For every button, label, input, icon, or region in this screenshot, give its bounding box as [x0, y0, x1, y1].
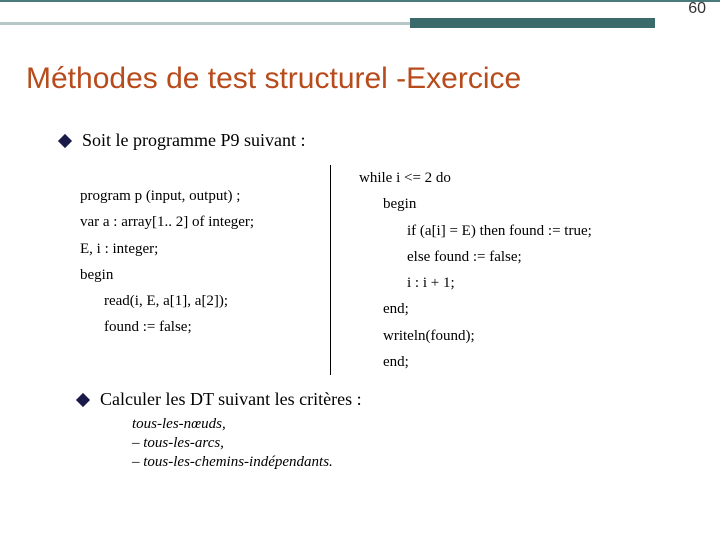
header-dark-stripe [410, 18, 655, 28]
code-line: program p (input, output) ; [80, 183, 312, 209]
diamond-bullet-icon [76, 393, 90, 407]
header-light-stripe [0, 22, 410, 25]
sub-item: tous-les-nœuds, [132, 416, 700, 433]
code-line: writeln(found); [359, 323, 671, 349]
code-right-column: while i <= 2 do begin if (a[i] = E) then… [331, 165, 671, 375]
code-line: if (a[i] = E) then found := true; [359, 218, 671, 244]
code-line: end; [359, 296, 671, 322]
code-columns: program p (input, output) ; var a : arra… [80, 165, 700, 375]
slide-content: Soit le programme P9 suivant : program p… [60, 130, 700, 473]
header-thin-line [0, 0, 720, 2]
code-line: while i <= 2 do [359, 165, 671, 191]
sub-item: tous-les-arcs, [132, 435, 700, 452]
code-line: else found := false; [359, 244, 671, 270]
slide-title: Méthodes de test structurel -Exercice [26, 62, 521, 96]
bullet-1: Soit le programme P9 suivant : [60, 130, 700, 151]
code-left-column: program p (input, output) ; var a : arra… [80, 165, 330, 375]
code-line: E, i : integer; [80, 236, 312, 262]
sub-item: tous-les-chemins-indépendants. [132, 454, 700, 471]
diamond-bullet-icon [58, 134, 72, 148]
sub-list: tous-les-nœuds, tous-les-arcs, tous-les-… [132, 416, 700, 471]
page-number: 60 [688, 0, 706, 18]
code-line: found := false; [80, 314, 312, 340]
code-line: var a : array[1.. 2] of integer; [80, 209, 312, 235]
bullet-2: Calculer les DT suivant les critères : [78, 389, 700, 410]
bullet-2-text: Calculer les DT suivant les critères : [100, 389, 362, 410]
header-decoration: 60 [0, 0, 720, 36]
bullet-1-text: Soit le programme P9 suivant : [82, 130, 305, 151]
code-line: begin [80, 262, 312, 288]
code-line: i : i + 1; [359, 270, 671, 296]
code-line: end; [359, 349, 671, 375]
code-line: begin [359, 191, 671, 217]
code-line: read(i, E, a[1], a[2]); [80, 288, 312, 314]
